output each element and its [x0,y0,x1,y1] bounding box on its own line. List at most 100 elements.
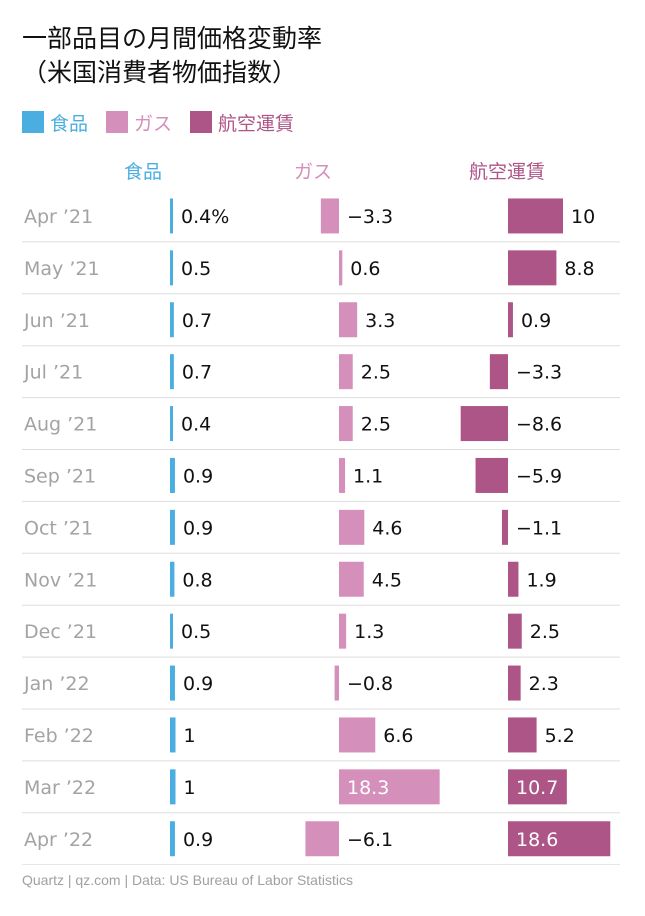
data-label-2: 10.7 [516,777,558,799]
data-label-1: 4.5 [372,569,402,591]
legend-swatch-airfare [190,111,213,133]
chart-title: 一部品目の月間価格変動率 （米国消費者物価指数） [22,22,622,90]
source-footer: Quartz | qz.com | Data: US Bureau of Lab… [22,872,353,888]
data-label-2: −1.1 [516,517,562,539]
data-label-1: −3.3 [347,206,393,228]
bar-0 [170,457,175,493]
chart-title-line1: 一部品目の月間価格変動率 [22,24,323,53]
data-label-2: 10 [571,206,595,228]
data-label-0: 0.5 [181,258,211,280]
bar-2 [508,769,567,805]
bar-0 [170,665,175,701]
data-label-0: 1 [184,725,196,747]
month-label: Jul ’21 [23,362,83,384]
month-label: Jan ’22 [23,673,90,695]
data-label-1: 0.6 [350,258,380,280]
data-label-1: 1.3 [354,621,384,643]
data-label-2: 8.8 [564,258,594,280]
month-label: May ’21 [24,258,100,280]
bar-2 [489,354,508,390]
bar-2 [508,561,519,597]
bar-2 [508,302,513,338]
legend-item-airfare: 航空運賃 [190,109,294,136]
column-header-0: 食品 [124,161,162,183]
data-label-0: 0.8 [182,569,212,591]
column-header-2: 航空運賃 [469,161,545,183]
bar-1 [339,302,358,338]
bar-1 [339,457,346,493]
data-label-1: 2.5 [361,362,391,384]
bar-0 [170,250,173,286]
bar-2 [508,198,563,234]
month-label: Apr ’21 [24,206,93,228]
bar-2 [460,406,508,442]
month-label: Oct ’21 [24,517,93,539]
data-label-0: 0.7 [182,362,212,384]
month-label: Mar ’22 [24,777,96,799]
data-label-0: 1 [184,777,196,799]
legend: 食品 ガス 航空運賃 [22,108,312,136]
data-label-2: −3.3 [516,362,562,384]
legend-item-gas: ガス [106,109,172,136]
month-label: Dec ’21 [24,621,97,643]
data-label-2: 5.2 [545,725,575,747]
bar-2 [508,821,611,857]
legend-item-food: 食品 [22,109,88,136]
bar-2 [508,665,521,701]
data-label-0: 0.9 [183,517,213,539]
data-label-0: 0.9 [183,829,213,851]
data-label-2: 2.5 [530,621,560,643]
data-label-2: −5.9 [516,465,562,487]
legend-label-airfare: 航空運賃 [218,112,295,135]
data-label-1: 1.1 [353,465,383,487]
legend-label-gas: ガス [134,112,173,135]
legend-swatch-gas [106,111,129,133]
chart-title-line2: （米国消費者物価指数） [22,58,298,87]
data-label-2: 18.6 [516,829,558,851]
data-label-1: −0.8 [347,673,393,695]
bar-0 [170,821,175,857]
data-label-0: 0.4% [181,206,229,228]
data-label-1: 2.5 [361,414,391,436]
data-label-0: 0.7 [182,310,212,332]
bar-2 [508,613,522,649]
bar-0 [170,302,174,338]
bar-1 [339,769,440,805]
legend-label-food: 食品 [50,112,89,135]
month-label: Sep ’21 [24,465,96,487]
bar-1 [339,509,365,545]
legend-swatch-food [22,111,44,133]
data-label-2: 1.9 [526,569,556,591]
bar-1 [339,717,376,753]
bar-0 [170,354,174,390]
bar-2 [475,457,508,493]
bar-1 [339,561,364,597]
data-label-1: 6.6 [383,725,413,747]
data-label-1: 3.3 [365,310,395,332]
bar-0 [170,769,176,805]
month-label: Apr ’22 [24,829,93,851]
bar-1 [339,250,343,286]
month-label: Jun ’21 [23,310,90,332]
bar-1 [339,406,353,442]
data-label-0: 0.5 [181,621,211,643]
bar-2 [508,717,537,753]
bar-1 [339,613,347,649]
month-label: Aug ’21 [24,414,97,436]
bar-1 [320,198,339,234]
bar-0 [170,561,175,597]
column-header-1: ガス [294,161,332,183]
bar-2 [508,250,557,286]
bar-0 [170,717,176,753]
bar-0 [170,509,175,545]
data-label-1: 4.6 [372,517,402,539]
data-label-2: −8.6 [516,414,562,436]
data-label-0: 0.9 [183,673,213,695]
chart-plot: 食品 ガス 航空運賃 Apr ’21 0.4% −3.3 10 May ’21 0.5 0.6 8.… [22,161,620,865]
bar-0 [170,613,173,649]
bar-1 [305,821,339,857]
month-label: Feb ’22 [24,725,94,747]
data-label-2: 2.3 [529,673,559,695]
data-label-0: 0.4 [181,414,211,436]
month-label: Nov ’21 [24,569,97,591]
